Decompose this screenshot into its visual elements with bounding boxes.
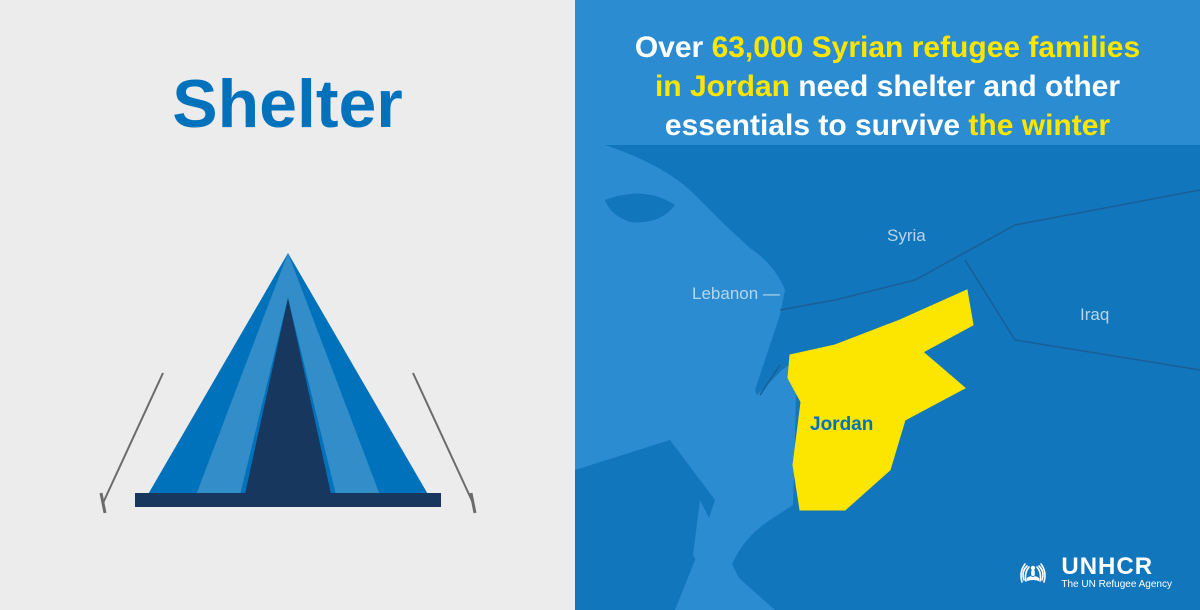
label-jordan: Jordan [810,414,873,436]
left-panel: Shelter [0,0,575,610]
logo-tagline: The UN Refugee Agency [1061,579,1172,590]
headline-highlight2: the winter [968,109,1110,142]
unhcr-laurel-icon [1015,554,1051,590]
tent-icon [73,243,503,523]
headline: Over 63,000 Syrian refugee families in J… [575,0,1200,145]
logo-acronym: UNHCR [1061,553,1172,581]
unhcr-logo: UNHCR The UN Refugee Agency [1015,553,1172,590]
page-title: Shelter [172,65,403,143]
label-syria: Syria [887,226,926,246]
label-lebanon: Lebanon — [692,284,780,304]
label-iraq: Iraq [1080,305,1109,325]
right-panel: Over 63,000 Syrian refugee families in J… [575,0,1200,610]
headline-part1: Over [635,31,712,64]
